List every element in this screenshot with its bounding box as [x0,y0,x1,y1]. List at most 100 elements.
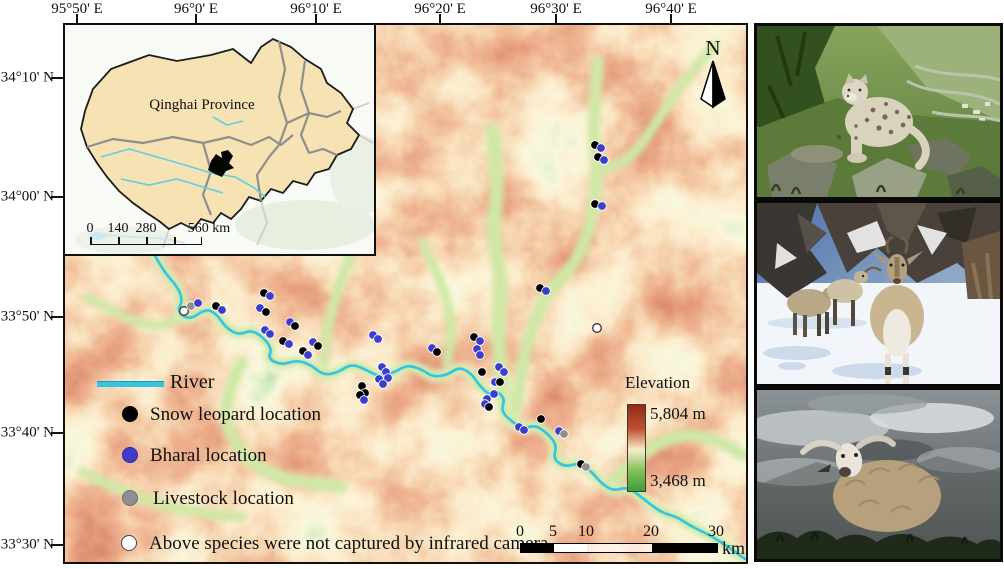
lat-tick-label: 33°40' N [0,424,54,441]
inset-scale-280: 280 [135,221,157,236]
neighbor-boundaries [162,102,374,248]
lon-tick [439,14,441,23]
north-arrow: N [698,37,728,114]
valley-path [77,467,247,522]
inset-rivers [100,116,266,198]
lon-tick-label: 96°30' E [530,1,582,17]
map-point-snow_leopard [261,307,271,317]
map-point-livestock [581,462,591,472]
map-point-snow_leopard [536,414,546,424]
valley-path [505,56,604,427]
north-arrow-icon [700,60,726,109]
map-point-bharal [284,339,294,349]
valley-road [906,64,1000,123]
inset-map-canvas [65,25,390,254]
valley-path [485,123,512,406]
livestock-dot-icon [122,490,138,506]
species-points-layer [179,140,609,472]
scale-10: 10 [578,523,594,540]
lat-tick [51,316,63,318]
map-point-bharal [383,373,393,383]
inset-scale-560: 560 km [187,221,231,236]
valley-path [220,356,348,493]
lon-tick-label: 96°0' E [173,1,219,17]
scale-20: 20 [643,523,659,540]
map-point-bharal [378,379,388,389]
map-point-bharal [359,395,369,405]
lon-tick [670,14,672,23]
scale-bar-segments [520,543,718,553]
snow-leopard-photo [754,23,1003,200]
basemap-tint [235,200,375,250]
lat-tick [51,77,63,79]
lat-tick-label: 33°50' N [0,308,54,325]
main-map: Qinghai Province 0 140 280 560 km N R [63,23,748,564]
wool-texture [844,463,940,513]
snow-shadows [763,317,922,379]
map-point-bharal [541,286,551,296]
cliff-shadows [767,31,807,122]
study-area-polygon [208,150,234,177]
inset-scale-0: 0 [86,221,94,236]
lat-tick-label: 33°30' N [0,536,54,553]
north-label: N [705,36,721,60]
map-point-bharal [599,155,609,165]
map-point-snow_leopard [313,341,323,351]
valley-path [82,292,190,330]
map-point-bharal [489,389,499,399]
elevation-colorbar [627,404,646,492]
legend-livestock-label: Livestock location [153,488,294,509]
map-point-bharal [499,367,509,377]
grass-tufts [770,183,966,195]
river-swatch [97,381,164,387]
elevation-title: Elevation [625,373,691,392]
map-point-bharal [373,334,383,344]
left-horn [800,440,842,455]
valley-path [318,247,357,380]
lon-tick [555,14,557,23]
map-point-bharal [596,143,606,153]
legend-bharal-label: Bharal location [150,445,267,466]
inset-scale-140: 140 [107,221,129,236]
map-point-bharal [597,201,607,211]
legend-river-label: River [170,371,215,393]
map-point-not_captured [592,323,602,333]
valley-path [593,40,720,177]
lon-tick [195,14,197,23]
map-point-bharal [475,336,485,346]
inset-map: Qinghai Province 0 140 280 560 km [65,25,390,256]
map-point-bharal [475,350,485,360]
map-point-bharal [193,298,203,308]
leopard-spots [837,102,911,140]
valley-path [417,237,456,370]
vegetation-detail [775,531,969,545]
elevation-max-label: 5,804 m [650,404,706,423]
legend-snow-leopard-label: Snow leopard location [150,404,321,425]
map-point-bharal [265,329,275,339]
clouds [757,394,1000,486]
map-point-snow_leopard [495,377,505,387]
lon-tick [315,14,317,23]
map-point-livestock [559,429,569,439]
map-point-bharal [265,291,275,301]
lon-tick-label: 95°50' E [51,1,103,17]
map-point-snow_leopard [432,347,442,357]
snow-leopard-silhouette [837,73,930,170]
not-captured-dot-icon [121,535,137,551]
bharal-middle [827,266,882,326]
legend-not-captured-label: Above species were not captured by infra… [149,533,549,554]
qinghai-province-outline [80,37,361,231]
lat-tick-label: 34°10' N [0,69,54,86]
ear [817,464,831,472]
rocky-crags [757,203,1000,298]
lat-tick-label: 34°00' N [0,188,54,205]
sheep-silhouette [800,435,941,532]
elevation-min-label: 3,468 m [650,471,706,490]
map-point-bharal [217,305,227,315]
map-point-bharal [519,425,529,435]
bharal-photo [754,200,1003,387]
livestock-photo [754,387,1003,562]
snow-leopard-dot-icon [122,406,138,422]
bharal-center [870,235,924,384]
